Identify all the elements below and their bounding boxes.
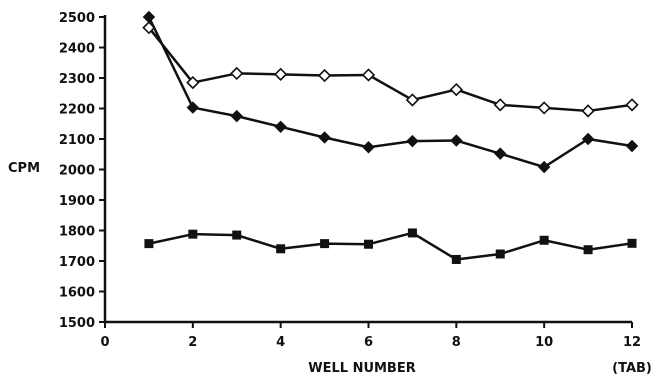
data-point-filled-diamond — [537, 160, 551, 174]
data-point-square — [232, 230, 242, 240]
data-point-open-diamond — [186, 75, 200, 90]
data-point-open-diamond — [449, 82, 463, 97]
data-point-square — [583, 245, 593, 255]
data-point-open-diamond — [537, 101, 551, 115]
data-point-open-diamond — [274, 67, 288, 81]
x-axis-label-suffix: (TAB) — [612, 361, 652, 376]
x-tick-label: 8 — [452, 335, 461, 350]
series-1 — [142, 21, 639, 118]
y-tick-label: 1700 — [59, 255, 95, 270]
data-point-filled-diamond — [318, 131, 331, 144]
series-2-line — [147, 16, 633, 169]
data-point-filled-diamond — [186, 101, 200, 114]
data-point-square — [144, 239, 154, 249]
y-tick-label: 1500 — [59, 316, 95, 331]
data-point-square — [539, 235, 549, 245]
data-series — [142, 10, 639, 264]
data-point-square — [188, 229, 198, 239]
x-tick-label: 6 — [364, 335, 373, 350]
data-point-open-diamond — [405, 93, 420, 107]
series-3-line — [148, 231, 633, 261]
data-point-filled-diamond — [274, 120, 287, 134]
series-1-line — [147, 26, 633, 113]
y-axis-ticks: 1500 1600 1700 1800 1900 2000 2100 2200 2300 2400… — [59, 11, 105, 331]
data-point-filled-diamond — [230, 109, 243, 123]
data-point-filled-diamond — [625, 139, 639, 153]
y-tick-label: 1600 — [59, 286, 95, 301]
data-point-square — [364, 239, 373, 249]
data-point-square — [276, 244, 286, 254]
x-axis-ticks: 0 2 4 6 8 10 12 — [100, 322, 641, 350]
data-point-open-diamond — [493, 98, 507, 112]
data-point-square — [495, 249, 505, 259]
series-2 — [142, 10, 639, 174]
data-point-open-diamond — [361, 68, 376, 82]
data-point-open-diamond — [317, 68, 332, 83]
data-point-square — [627, 238, 637, 248]
data-point-open-diamond — [230, 66, 244, 81]
y-tick-label: 2200 — [59, 103, 95, 118]
data-point-square — [451, 254, 461, 264]
data-point-filled-diamond — [450, 134, 463, 147]
y-tick-label: 2100 — [59, 133, 95, 148]
y-tick-label: 2000 — [59, 164, 95, 179]
data-point-square — [320, 239, 330, 249]
data-point-filled-diamond — [142, 10, 156, 24]
y-tick-label: 2500 — [59, 11, 95, 26]
data-point-filled-diamond — [581, 132, 595, 146]
x-tick-label: 0 — [100, 335, 109, 350]
axes — [103, 15, 632, 324]
x-tick-label: 4 — [276, 335, 285, 350]
x-tick-label: 12 — [623, 335, 641, 350]
x-tick-label: 2 — [188, 335, 197, 350]
series-3 — [144, 228, 637, 264]
y-tick-label: 2400 — [59, 42, 95, 57]
data-point-filled-diamond — [406, 134, 419, 148]
data-point-filled-diamond — [362, 141, 375, 154]
data-point-open-diamond — [581, 104, 595, 118]
y-tick-label: 1800 — [59, 225, 95, 240]
x-axis-label: WELL NUMBER — [308, 361, 416, 376]
x-tick-label: 10 — [535, 335, 553, 350]
y-tick-label: 1900 — [59, 194, 95, 209]
data-point-filled-diamond — [494, 147, 507, 160]
y-axis-label: CPM — [8, 161, 40, 176]
data-point-square — [407, 228, 417, 238]
data-point-open-diamond — [625, 98, 639, 112]
y-tick-label: 2300 — [59, 72, 95, 87]
